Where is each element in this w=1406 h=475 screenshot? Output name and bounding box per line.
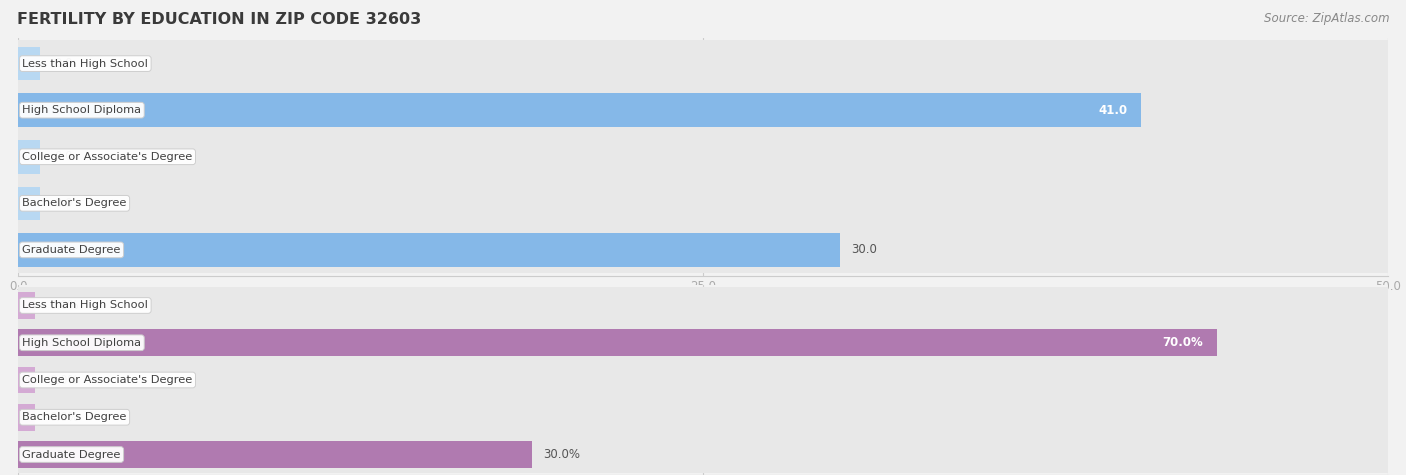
Text: Less than High School: Less than High School xyxy=(22,58,148,68)
Text: Bachelor's Degree: Bachelor's Degree xyxy=(22,412,127,422)
Bar xyxy=(18,324,1388,361)
Text: 0.0%: 0.0% xyxy=(49,299,79,312)
Bar xyxy=(18,227,1388,273)
Text: 0.0%: 0.0% xyxy=(49,411,79,424)
Bar xyxy=(18,187,41,220)
Bar xyxy=(18,404,35,431)
Bar xyxy=(18,441,531,468)
Bar xyxy=(18,233,839,266)
Bar xyxy=(18,47,41,80)
Bar xyxy=(18,361,1388,399)
Text: Graduate Degree: Graduate Degree xyxy=(22,449,121,459)
Bar xyxy=(18,287,1388,324)
Bar xyxy=(18,180,1388,227)
Text: College or Associate's Degree: College or Associate's Degree xyxy=(22,152,193,162)
Text: 30.0%: 30.0% xyxy=(543,448,579,461)
Bar xyxy=(18,292,35,319)
Bar xyxy=(18,87,1388,133)
Text: 0.0%: 0.0% xyxy=(49,373,79,387)
Text: College or Associate's Degree: College or Associate's Degree xyxy=(22,375,193,385)
Text: FERTILITY BY EDUCATION IN ZIP CODE 32603: FERTILITY BY EDUCATION IN ZIP CODE 32603 xyxy=(17,12,422,27)
Text: High School Diploma: High School Diploma xyxy=(22,105,142,115)
Bar xyxy=(18,40,1388,87)
Text: Bachelor's Degree: Bachelor's Degree xyxy=(22,199,127,209)
Bar xyxy=(18,329,1216,356)
Text: Graduate Degree: Graduate Degree xyxy=(22,245,121,255)
Text: High School Diploma: High School Diploma xyxy=(22,338,142,348)
Bar xyxy=(18,140,41,173)
Bar xyxy=(18,399,1388,436)
Bar xyxy=(18,133,1388,180)
Text: 41.0: 41.0 xyxy=(1098,104,1128,117)
Text: 0.0: 0.0 xyxy=(53,150,72,163)
Text: 30.0: 30.0 xyxy=(851,243,877,256)
Text: 70.0%: 70.0% xyxy=(1163,336,1204,349)
Bar xyxy=(18,367,35,393)
Text: 0.0: 0.0 xyxy=(53,197,72,210)
Bar xyxy=(18,94,1142,127)
Bar xyxy=(18,436,1388,473)
Text: 0.0: 0.0 xyxy=(53,57,72,70)
Text: Source: ZipAtlas.com: Source: ZipAtlas.com xyxy=(1264,12,1389,25)
Text: Less than High School: Less than High School xyxy=(22,301,148,311)
